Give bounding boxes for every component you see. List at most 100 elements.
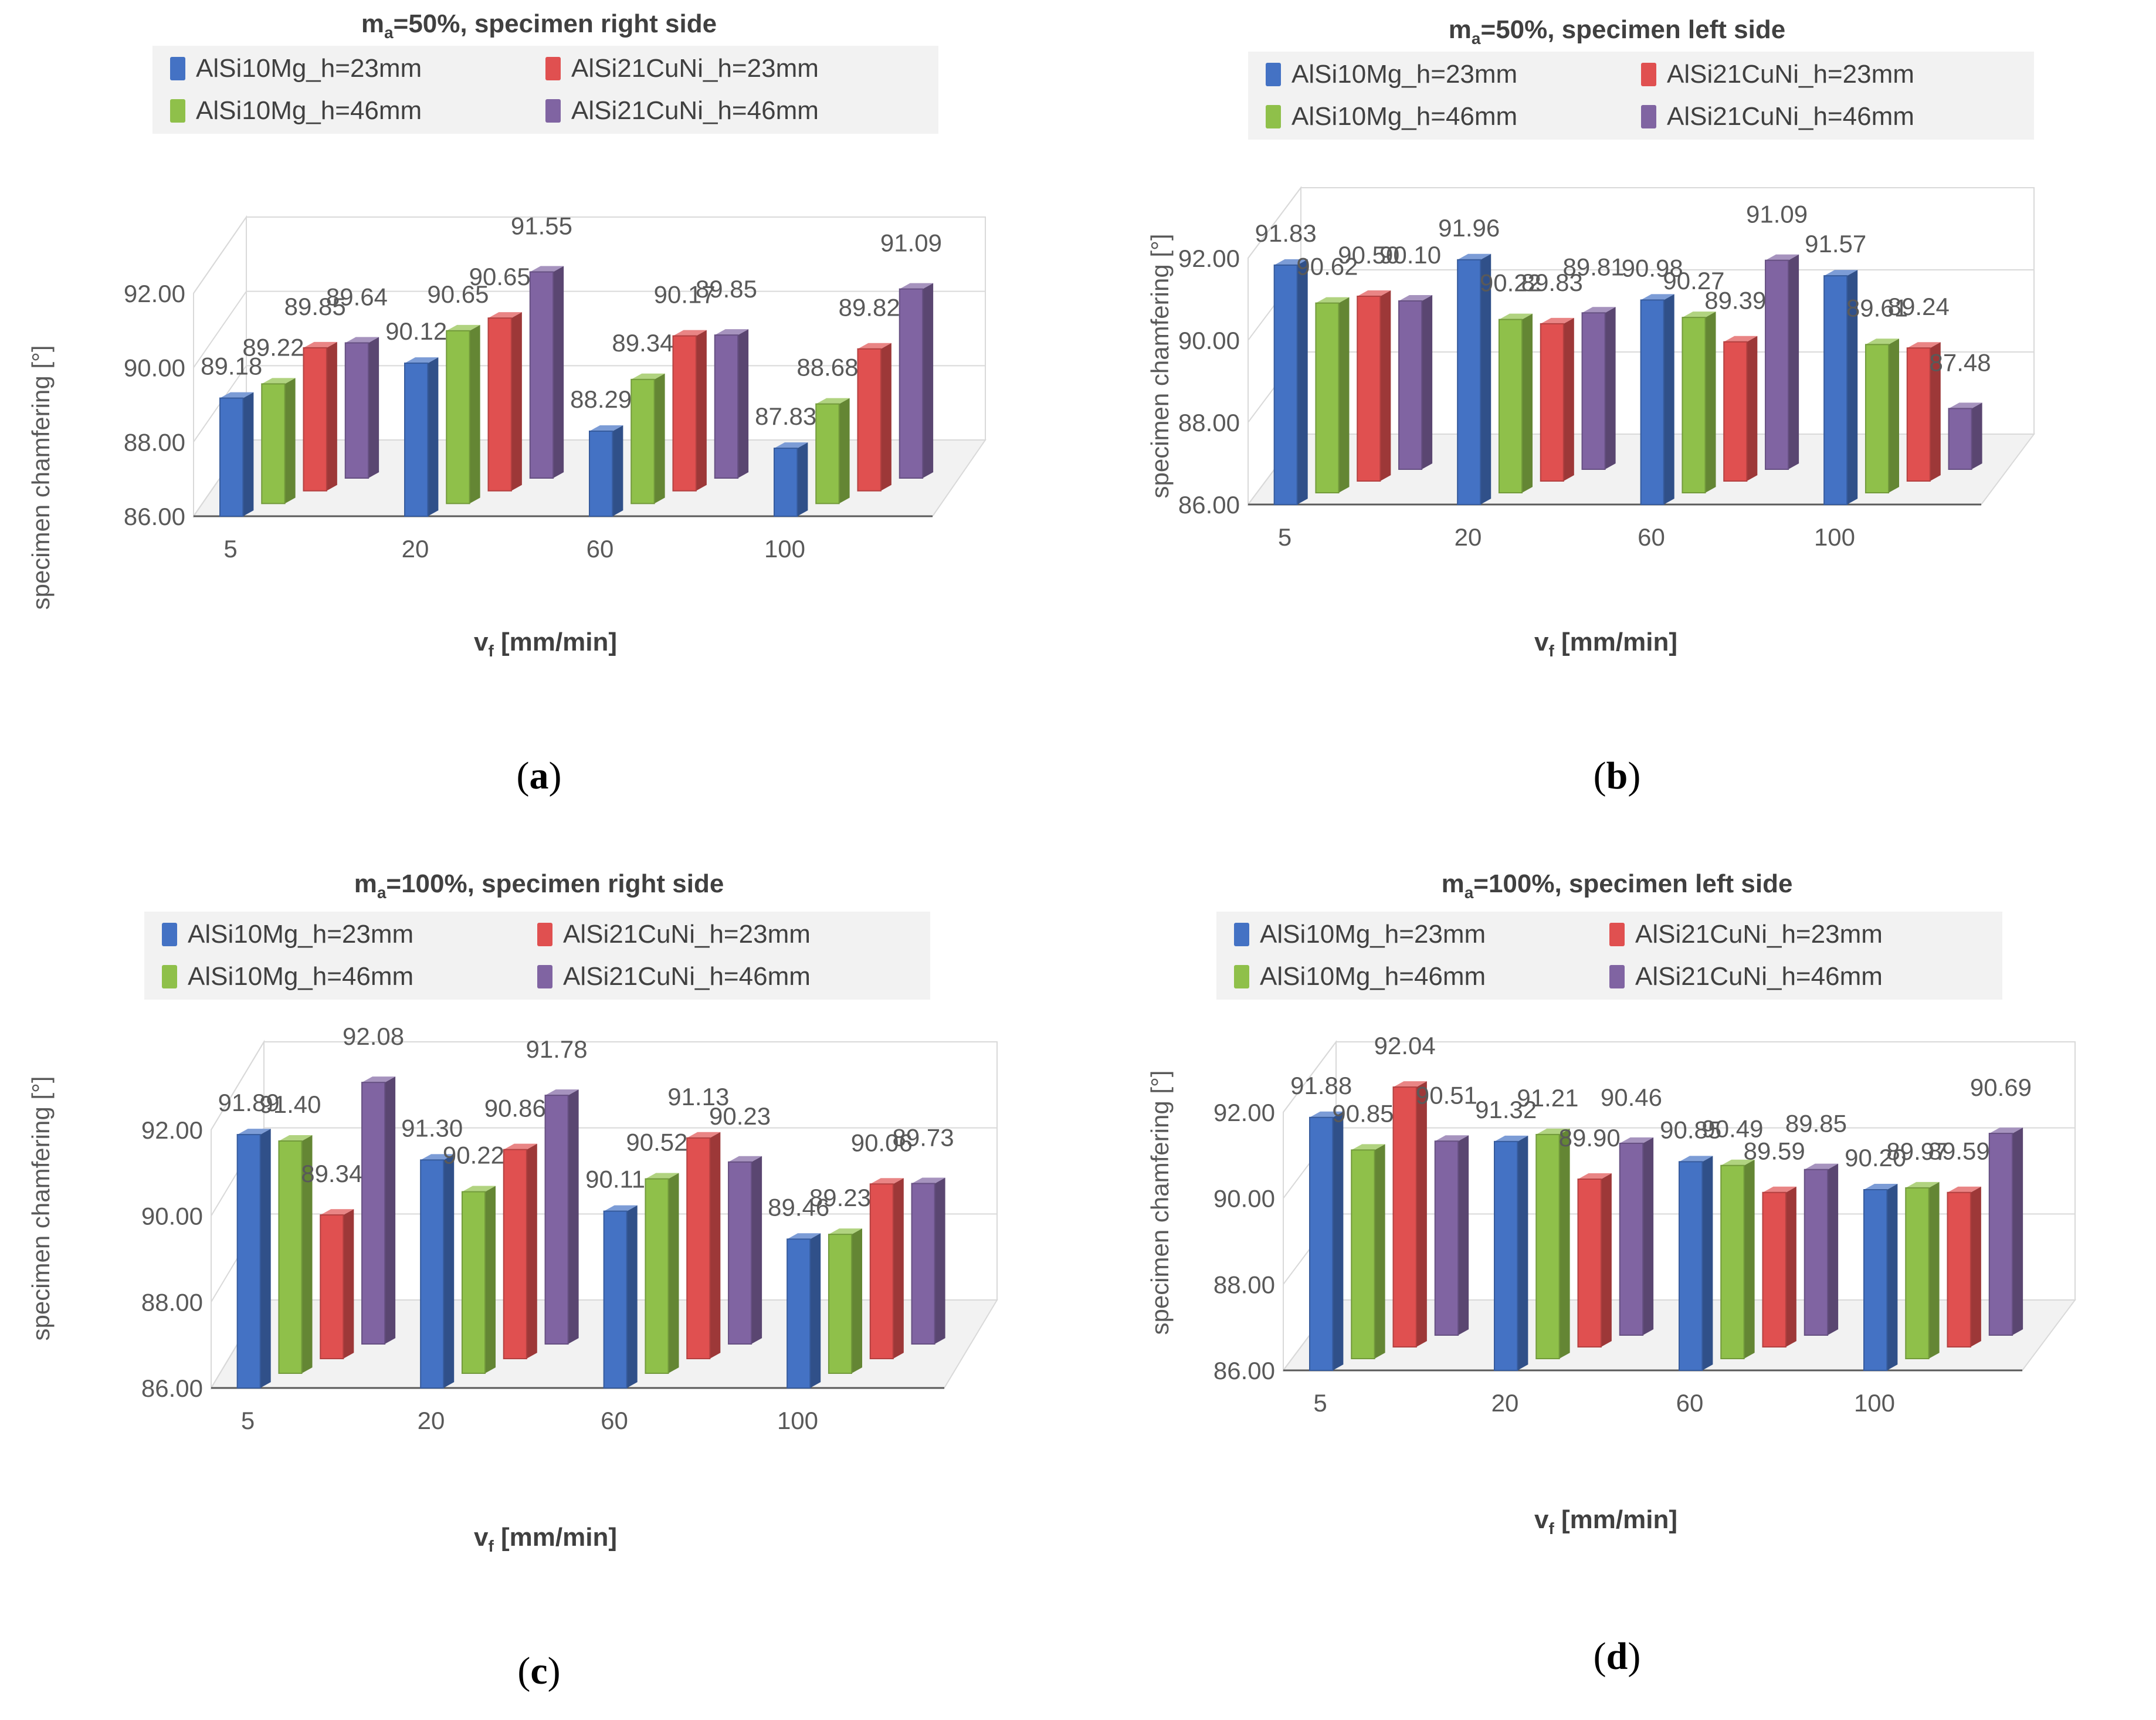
bar-top bbox=[1724, 336, 1758, 342]
bar-top bbox=[446, 324, 480, 331]
bar-front bbox=[645, 1178, 669, 1374]
bar-top bbox=[1765, 254, 1799, 260]
bar-front bbox=[774, 448, 798, 517]
x-tick-label: 100 bbox=[1854, 1389, 1895, 1417]
bar-side bbox=[553, 266, 564, 478]
bar-side bbox=[343, 1209, 354, 1359]
bar-top bbox=[1578, 1173, 1612, 1179]
bar: 89.23 bbox=[809, 1184, 871, 1374]
bar-front bbox=[1865, 344, 1890, 493]
data-label: 89.23 bbox=[809, 1184, 871, 1211]
data-label: 90.06 bbox=[851, 1129, 913, 1156]
bar: 92.08 bbox=[343, 1022, 404, 1345]
bar: 91.88 bbox=[1290, 1072, 1352, 1371]
legend-item-alsi21cuni-23: AlSi21CuNi_h=23mm bbox=[537, 920, 913, 949]
bar-top bbox=[911, 1177, 945, 1184]
data-label: 90.20 bbox=[1845, 1144, 1906, 1172]
bar-front bbox=[361, 1082, 386, 1345]
x-axis-title: vf [mm/min] bbox=[1534, 1505, 1678, 1538]
bar-side bbox=[1889, 338, 1900, 493]
bar-side bbox=[1705, 312, 1716, 493]
bar: 90.49 bbox=[1701, 1115, 1763, 1359]
data-label: 89.34 bbox=[612, 329, 673, 357]
bar-side bbox=[668, 1173, 679, 1373]
bar: 89.59 bbox=[1928, 1137, 1990, 1347]
data-label: 90.85 bbox=[1332, 1099, 1394, 1127]
x-tick-label: 100 bbox=[777, 1407, 818, 1434]
bar-side bbox=[526, 1143, 537, 1359]
bar: 91.55 bbox=[511, 212, 572, 479]
chart-legend: AlSi10Mg_h=23mm AlSi21CuNi_h=23mm AlSi10… bbox=[152, 46, 938, 134]
bar-side bbox=[1887, 1184, 1898, 1370]
bar: 91.13 bbox=[667, 1083, 729, 1359]
y-tick-label: 90.00 bbox=[1213, 1185, 1275, 1213]
bar: 90.27 bbox=[1663, 267, 1725, 493]
bar-side bbox=[1601, 1173, 1612, 1347]
chart-title: ma=100%, specimen left side bbox=[1441, 869, 1793, 902]
bar-front bbox=[1398, 300, 1423, 470]
data-label: 89.46 bbox=[768, 1193, 829, 1221]
bar-side bbox=[852, 1228, 863, 1373]
panel-caption: (d) bbox=[1593, 1635, 1641, 1678]
x-tick-label: 20 bbox=[418, 1407, 445, 1434]
bar-front bbox=[787, 1238, 811, 1389]
bar-front bbox=[857, 348, 882, 492]
legend-swatch bbox=[162, 923, 177, 946]
data-label: 89.22 bbox=[242, 333, 304, 361]
bar: 89.85 bbox=[284, 293, 346, 492]
bar-front bbox=[320, 1214, 344, 1359]
data-label: 89.59 bbox=[1928, 1137, 1990, 1165]
bar-front bbox=[589, 430, 613, 517]
bar-top bbox=[1762, 1186, 1796, 1193]
data-label: 90.98 bbox=[1622, 254, 1683, 282]
bar-side bbox=[260, 1129, 271, 1388]
bar-side bbox=[612, 425, 623, 516]
bar-side bbox=[469, 324, 480, 504]
bar-side bbox=[1480, 253, 1491, 505]
bar: 90.11 bbox=[585, 1166, 645, 1389]
data-label: 89.39 bbox=[1704, 287, 1766, 314]
bar: 90.22 bbox=[1480, 269, 1541, 493]
bar-side bbox=[1458, 1135, 1469, 1335]
data-label: 90.11 bbox=[585, 1166, 645, 1193]
legend-item-alsi10mg-23: AlSi10Mg_h=23mm bbox=[1234, 920, 1609, 949]
legend-swatch bbox=[545, 99, 561, 123]
data-label: 91.21 bbox=[1517, 1084, 1578, 1112]
bar-front bbox=[1434, 1140, 1459, 1336]
bar: 87.83 bbox=[755, 402, 816, 517]
bar: 90.12 bbox=[385, 317, 447, 517]
bar: 89.85 bbox=[1785, 1110, 1847, 1336]
y-tick-label: 86.00 bbox=[1213, 1357, 1275, 1384]
data-label: 91.83 bbox=[1255, 219, 1317, 247]
x-tick-label: 20 bbox=[1491, 1389, 1519, 1417]
data-label: 90.12 bbox=[385, 317, 447, 345]
bar-side bbox=[1747, 336, 1758, 481]
bar-front bbox=[1494, 1140, 1518, 1371]
bar: 90.10 bbox=[1379, 241, 1441, 470]
bar-side bbox=[368, 337, 379, 478]
bar-top bbox=[714, 329, 749, 336]
legend-item-alsi10mg-23: AlSi10Mg_h=23mm bbox=[1266, 60, 1641, 89]
data-label: 88.29 bbox=[570, 385, 632, 413]
bar-side bbox=[1297, 259, 1308, 505]
legend-swatch bbox=[1609, 965, 1625, 988]
data-label: 91.55 bbox=[511, 212, 572, 240]
bar-side bbox=[1522, 313, 1533, 493]
x-tick-label: 100 bbox=[764, 535, 805, 563]
bar-top bbox=[1989, 1128, 2023, 1134]
bar-front bbox=[815, 403, 840, 505]
bar-side bbox=[1970, 1186, 1981, 1347]
bar-front bbox=[630, 378, 655, 505]
bar-front bbox=[1906, 347, 1931, 482]
bar: 90.50 bbox=[1338, 241, 1399, 482]
bar-side bbox=[696, 330, 707, 491]
bar-side bbox=[1605, 307, 1616, 469]
bar-side bbox=[751, 1156, 762, 1344]
bar-top bbox=[1682, 312, 1716, 318]
y-tick-label: 86.00 bbox=[141, 1374, 203, 1402]
gridline-side bbox=[193, 291, 247, 368]
gridline-side bbox=[1248, 187, 1301, 259]
bar-front bbox=[1315, 302, 1340, 493]
legend-item-alsi21cuni-46: AlSi21CuNi_h=46mm bbox=[537, 962, 913, 991]
data-label: 89.61 bbox=[1846, 294, 1908, 321]
